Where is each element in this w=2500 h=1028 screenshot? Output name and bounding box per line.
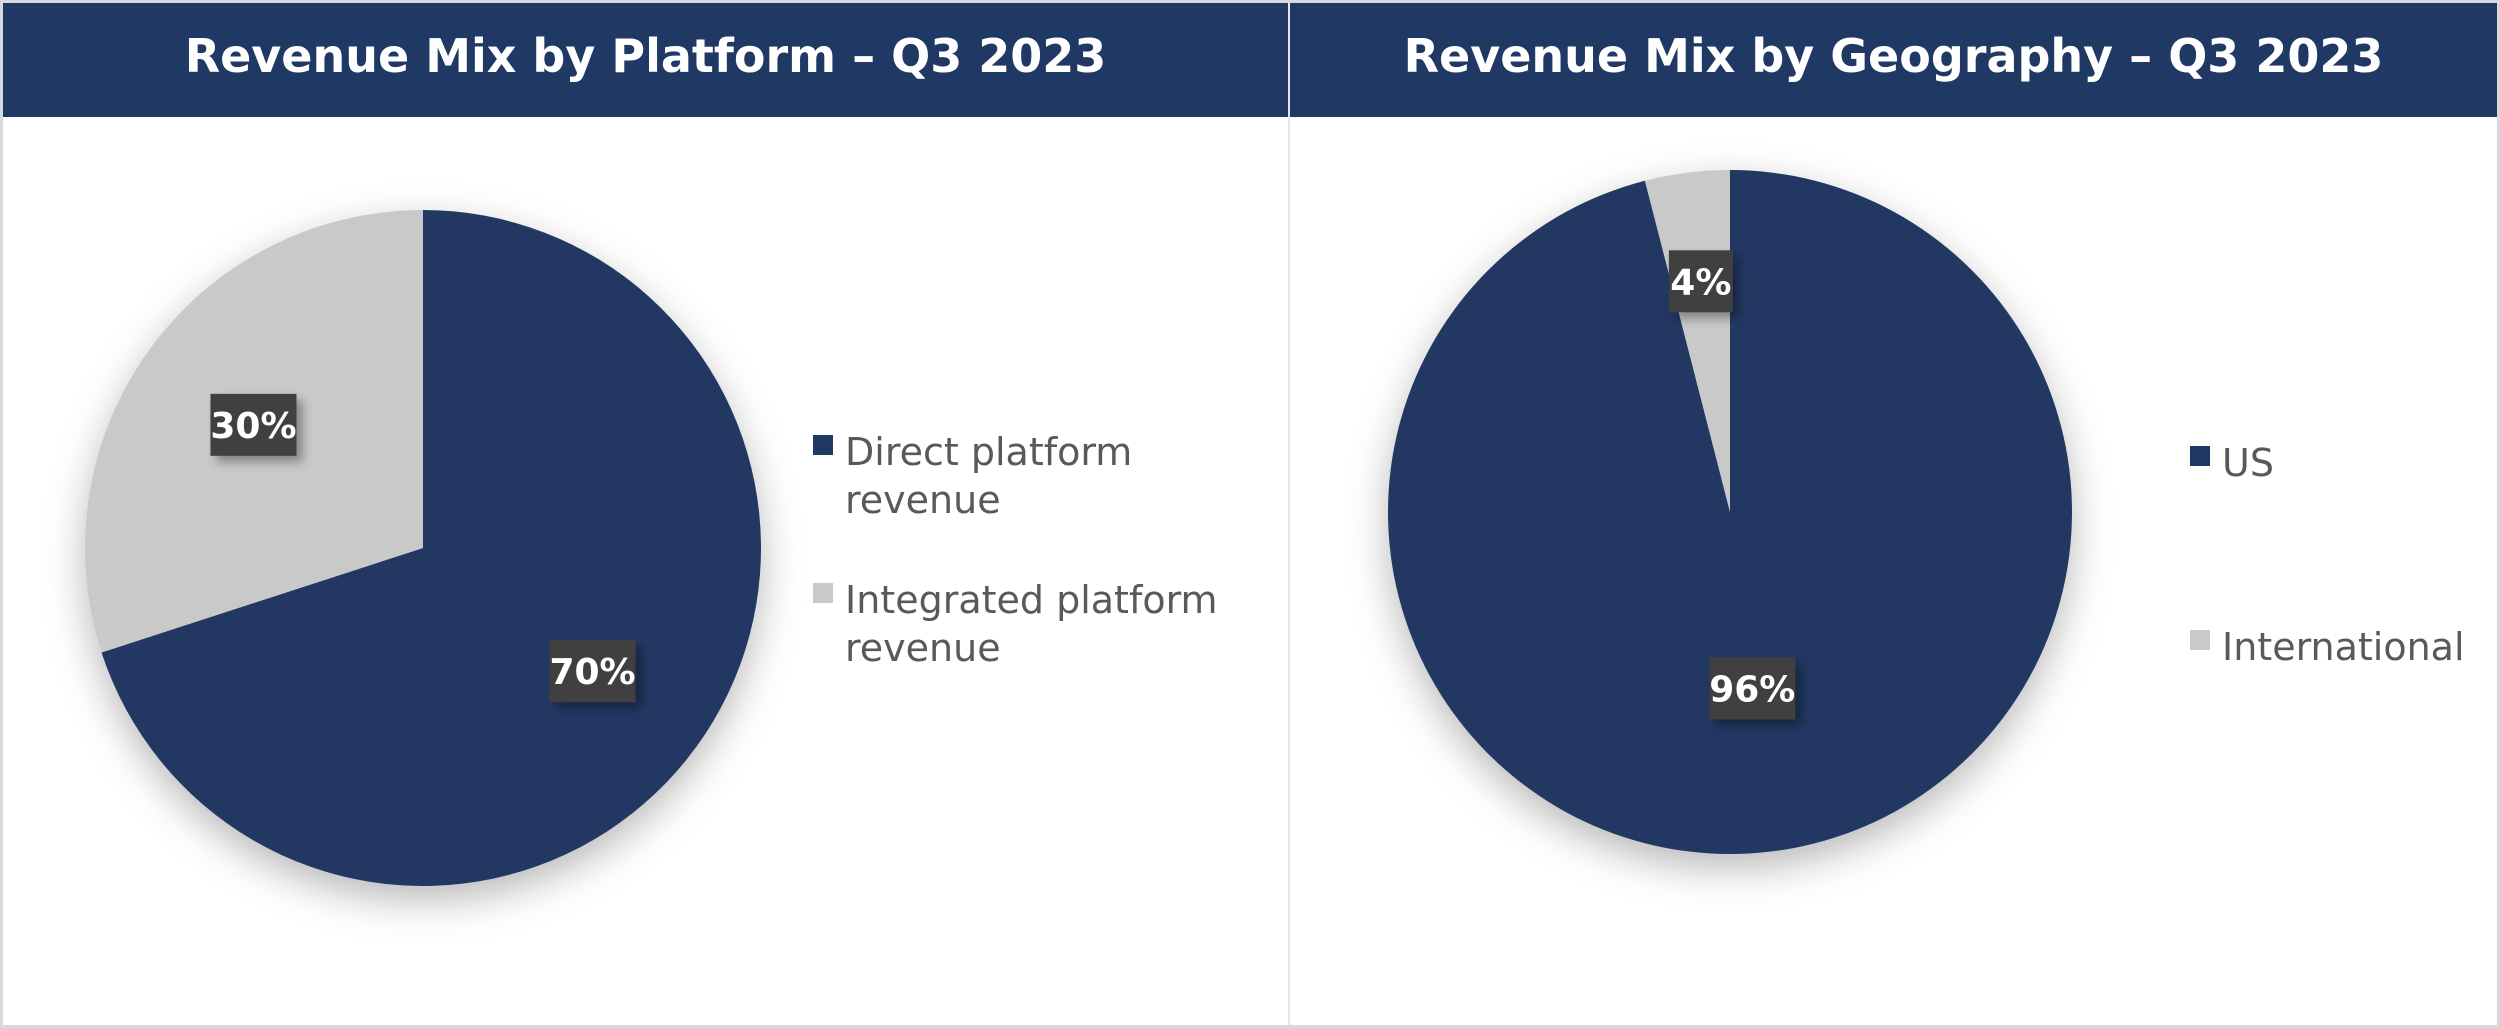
geography-legend-item-1: International [2190, 625, 2465, 669]
platform-data-label-1: 30% [210, 393, 297, 456]
svg-text:96%: 96% [1709, 669, 1795, 710]
platform-legend-label-1-1: revenue [845, 626, 1001, 670]
platform-legend-label-0-0: Direct platform [845, 430, 1132, 474]
geography-chart-panel: Revenue Mix by Geography – Q3 2023 96% 4%… [1290, 3, 2497, 1025]
geography-legend-label-1-0: International [2222, 625, 2465, 669]
geography-legend-swatch-0 [2190, 446, 2210, 466]
platform-legend-label-1-0: Integrated platform [845, 578, 1218, 622]
platform-chart-title: Revenue Mix by Platform – Q3 2023 [3, 3, 1288, 117]
platform-legend-swatch-1 [813, 583, 833, 603]
geography-chart-title: Revenue Mix by Geography – Q3 2023 [1290, 3, 2497, 117]
svg-text:70%: 70% [549, 652, 635, 693]
svg-text:4%: 4% [1670, 262, 1731, 303]
geography-pie-chart: 96% 4% US International [1388, 170, 2465, 854]
geography-legend-item-0: US [2190, 441, 2274, 485]
platform-legend-swatch-0 [813, 435, 833, 455]
platform-chart-panel: Revenue Mix by Platform – Q3 2023 70% 30%… [3, 3, 1288, 1025]
panel-divider [1288, 3, 1290, 1025]
geography-legend-swatch-1 [2190, 630, 2210, 650]
platform-legend-label-0-1: revenue [845, 478, 1001, 522]
platform-slice-direct-platform-revenue [101, 210, 761, 886]
platform-data-label-0: 70% [549, 640, 636, 703]
geography-data-label-1: 4% [1668, 250, 1733, 313]
svg-text:30%: 30% [210, 406, 296, 447]
geography-legend-label-0-0: US [2222, 441, 2274, 485]
geography-data-label-0: 96% [1709, 657, 1795, 720]
